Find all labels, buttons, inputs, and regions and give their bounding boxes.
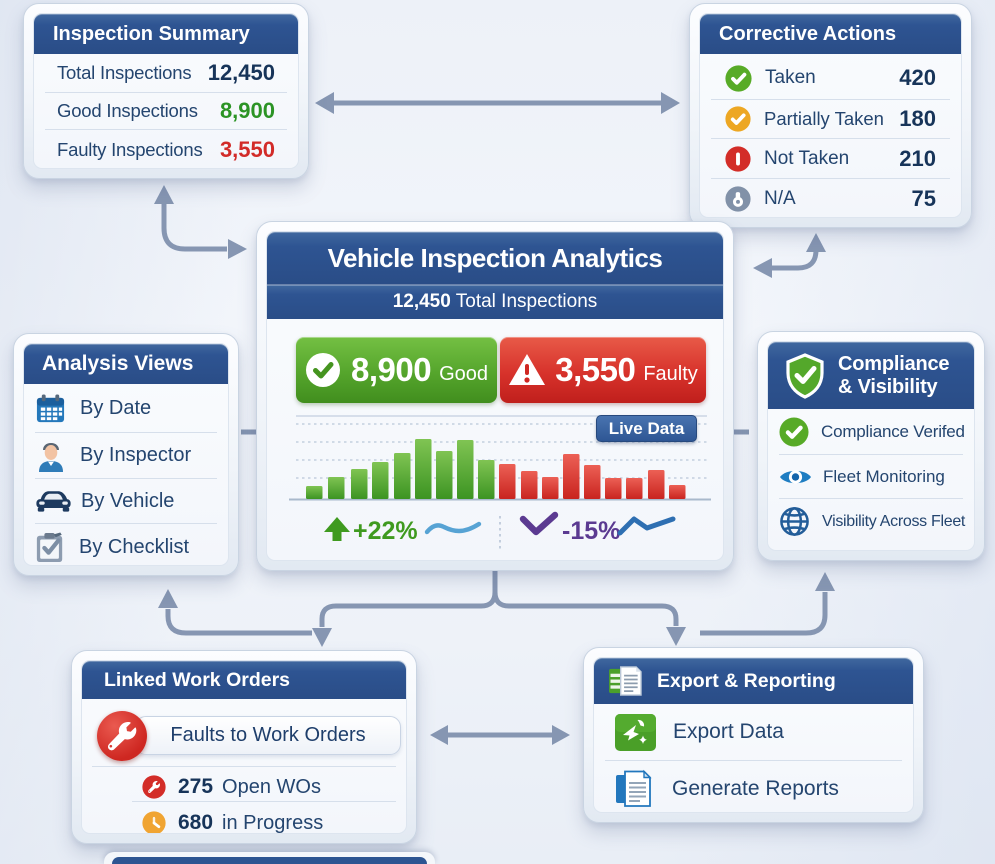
- svg-text:+22%: +22%: [353, 517, 418, 545]
- svg-text:-15%: -15%: [562, 517, 620, 545]
